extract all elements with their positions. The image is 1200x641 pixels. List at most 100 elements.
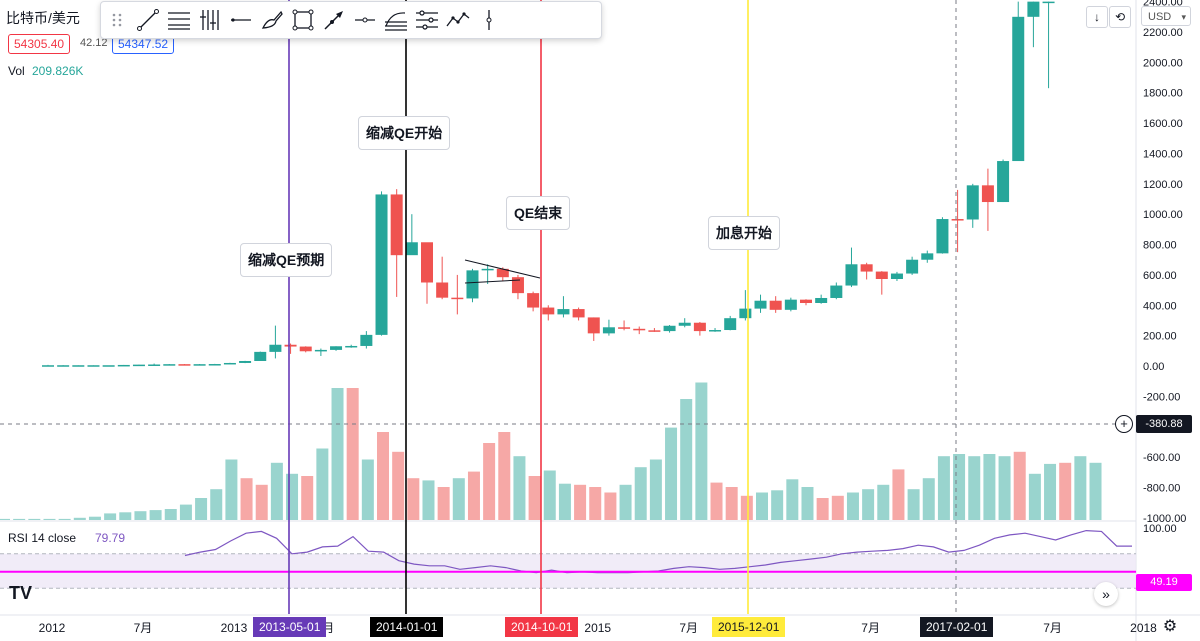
price-tick-label: 2000.00 bbox=[1143, 57, 1183, 69]
candle-body bbox=[951, 219, 964, 221]
candle-body bbox=[527, 293, 540, 308]
volume-bar bbox=[665, 427, 678, 520]
volume-bar bbox=[13, 518, 26, 520]
horizontal-line-icon[interactable] bbox=[349, 5, 380, 35]
volume-bar bbox=[361, 459, 374, 520]
annotation-qe-end[interactable]: QE结束 bbox=[506, 196, 571, 230]
volume-bar bbox=[286, 473, 299, 520]
vertical-line-icon[interactable] bbox=[473, 5, 504, 35]
trend-line-icon[interactable] bbox=[132, 5, 163, 35]
expand-arrows-icon[interactable]: » bbox=[1094, 582, 1118, 606]
price-tick-label: 1600.00 bbox=[1143, 118, 1183, 130]
event-date-tag: 2014-10-01 bbox=[505, 617, 579, 637]
candle-body bbox=[739, 308, 752, 319]
volume-bar bbox=[1013, 451, 1026, 520]
volume-bar bbox=[164, 509, 177, 520]
brush-icon[interactable] bbox=[256, 5, 287, 35]
event-date-tag: 2014-01-01 bbox=[370, 617, 444, 637]
candle-body bbox=[709, 330, 722, 332]
candle-body bbox=[481, 268, 494, 271]
annotation-rate-hike-start[interactable]: 加息开始 bbox=[708, 216, 780, 250]
volume-bar bbox=[937, 456, 950, 520]
volume-bar bbox=[710, 482, 723, 520]
candle-body bbox=[193, 364, 206, 366]
volume-bar bbox=[88, 516, 101, 520]
candle-body bbox=[890, 273, 903, 280]
candle-body bbox=[208, 364, 221, 366]
volume-bar bbox=[392, 451, 405, 520]
price-tick-label: 1800.00 bbox=[1143, 88, 1183, 100]
candle-body bbox=[42, 365, 54, 367]
drawing-toolbar bbox=[100, 1, 602, 39]
volume-bar bbox=[179, 504, 192, 520]
time-tick-label: 2015 bbox=[584, 621, 611, 635]
volume-bar bbox=[1028, 473, 1041, 520]
volume-bar bbox=[270, 462, 283, 520]
volume-bar bbox=[619, 484, 632, 520]
time-tick-label: 2012 bbox=[39, 621, 66, 635]
volume-bar bbox=[377, 432, 389, 520]
fib-fan-icon[interactable] bbox=[411, 5, 442, 35]
candle-body bbox=[648, 330, 661, 332]
volume-bar bbox=[907, 489, 920, 520]
horizontal-ray-icon[interactable] bbox=[225, 5, 256, 35]
price-tick-label: -600.00 bbox=[1143, 452, 1180, 464]
fib-retracement-icon[interactable] bbox=[380, 5, 411, 35]
volume-bar bbox=[998, 456, 1011, 520]
volume-bar bbox=[558, 483, 571, 520]
volume-bar bbox=[831, 495, 844, 520]
event-date-tag: 2015-12-01 bbox=[712, 617, 786, 637]
volume-bar bbox=[725, 487, 738, 520]
volume-label: Vol bbox=[8, 64, 25, 78]
volume-bar bbox=[407, 478, 420, 520]
volume-bar bbox=[0, 518, 10, 520]
rectangle-icon[interactable] bbox=[287, 5, 318, 35]
volume-bar bbox=[801, 487, 814, 520]
annotation-taper-start[interactable]: 缩减QE开始 bbox=[358, 116, 451, 150]
candle-body bbox=[663, 325, 676, 332]
candle-body bbox=[633, 328, 646, 331]
volume-bar bbox=[968, 456, 981, 520]
arrow-line-icon[interactable] bbox=[318, 5, 349, 35]
plus-icon[interactable]: + bbox=[1115, 415, 1133, 433]
drag-handle-icon[interactable] bbox=[101, 5, 132, 35]
path-icon[interactable] bbox=[442, 5, 473, 35]
volume-bar bbox=[346, 388, 359, 520]
volume-bar bbox=[695, 382, 708, 520]
volume-bar bbox=[58, 518, 71, 520]
candle-body bbox=[906, 259, 919, 274]
candle-body bbox=[511, 277, 524, 294]
rsi-label: RSI 14 close bbox=[8, 531, 77, 545]
time-tick-label: 2018 bbox=[1130, 621, 1157, 635]
volume-bar bbox=[846, 492, 859, 520]
volume-bar bbox=[604, 492, 617, 520]
candle-body bbox=[239, 360, 252, 363]
volume-bar bbox=[73, 517, 86, 520]
price-tick-label: 2400.00 bbox=[1143, 0, 1183, 9]
price-tick-label: 0.00 bbox=[1143, 361, 1164, 373]
volume-bar bbox=[862, 489, 875, 520]
annotation-taper-expectation[interactable]: 缩减QE预期 bbox=[240, 243, 333, 277]
parallel-channel-icon[interactable] bbox=[163, 5, 194, 35]
price-tick-label: 800.00 bbox=[1143, 240, 1177, 252]
volume-bar bbox=[816, 498, 829, 520]
volume-bar bbox=[467, 471, 480, 520]
candle-body bbox=[936, 219, 949, 254]
price-tick-label: 200.00 bbox=[1143, 331, 1177, 343]
volume-bar bbox=[589, 487, 602, 520]
bid-price[interactable]: 54305.40 bbox=[8, 34, 71, 54]
settings-gear-icon[interactable]: ⚙ bbox=[1162, 618, 1178, 635]
volume-bar bbox=[634, 467, 647, 520]
refresh-icon[interactable]: ⟲ bbox=[1109, 6, 1131, 28]
scroll-down-icon[interactable]: ↓ bbox=[1086, 6, 1108, 28]
tradingview-logo: TV bbox=[9, 582, 37, 604]
candle-body bbox=[163, 364, 176, 366]
candle-body bbox=[602, 327, 615, 334]
volume-bar bbox=[134, 511, 147, 520]
candle-body bbox=[102, 365, 115, 367]
pitchfork-icon[interactable] bbox=[194, 5, 225, 35]
currency-select[interactable]: USD ▾ bbox=[1141, 6, 1191, 26]
volume-bar bbox=[574, 484, 587, 520]
candle-body bbox=[860, 264, 873, 272]
